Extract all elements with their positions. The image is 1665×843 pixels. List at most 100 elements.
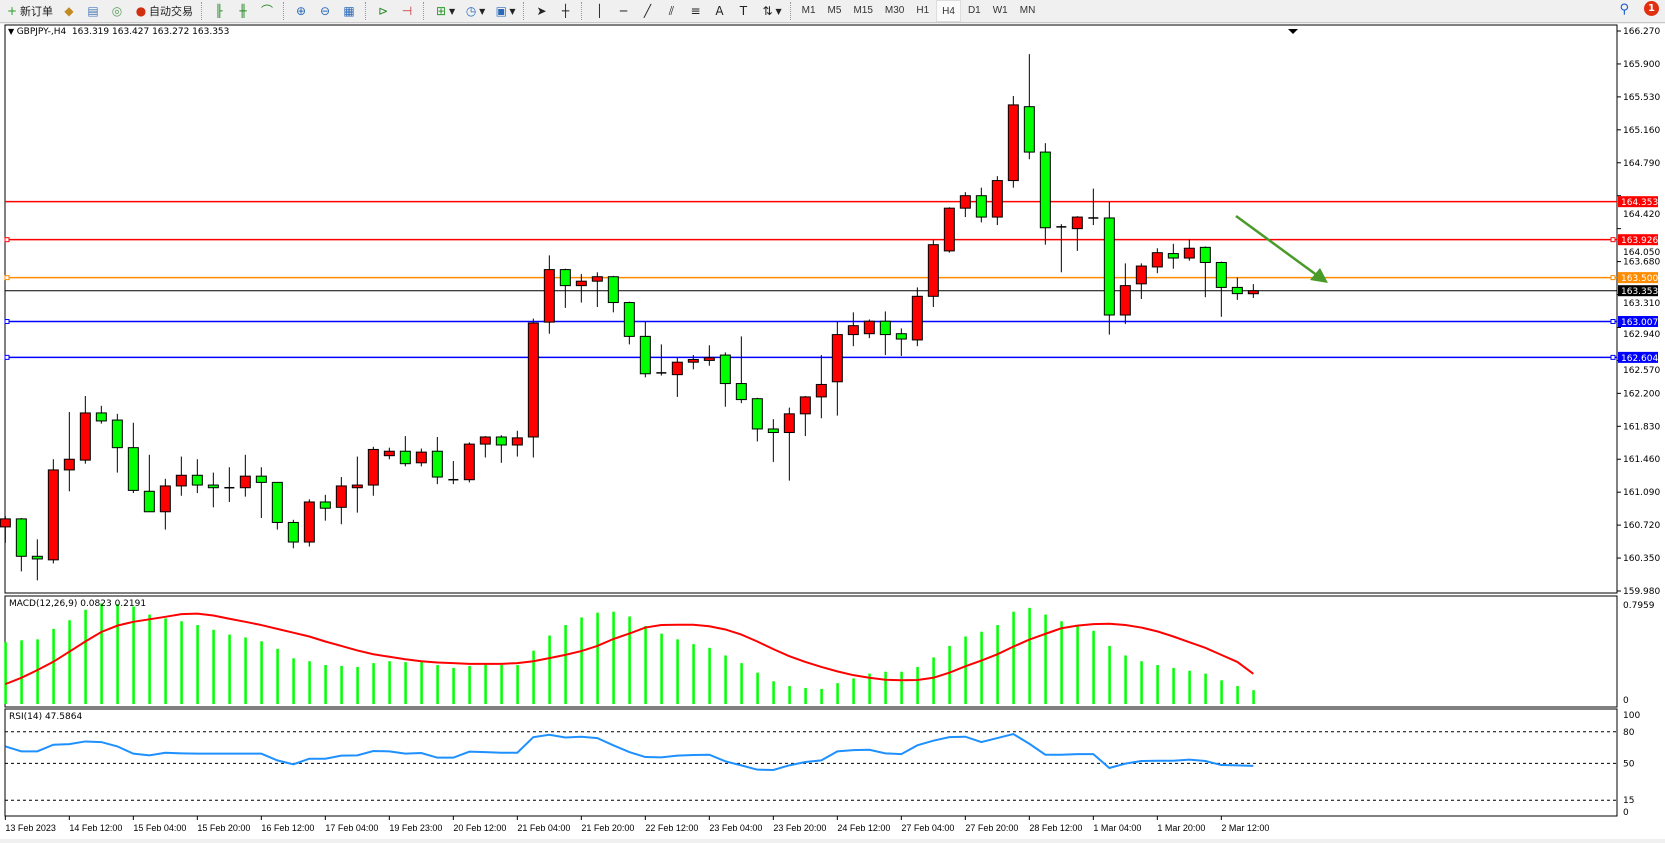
candle-bullish [591, 276, 603, 282]
candle-bullish [703, 357, 715, 361]
candle-bullish [239, 475, 251, 489]
level-price-label: 163.500 [1621, 274, 1658, 284]
timeframe-w1[interactable]: W1 [992, 4, 1008, 16]
level-handle-left [4, 237, 10, 243]
timeframe-mn[interactable]: MN [1019, 4, 1036, 16]
macd-histogram-bar [260, 641, 263, 704]
macd-histogram-bar [420, 661, 423, 704]
templates-button[interactable]: ▣ ▼ [490, 1, 518, 21]
signal-icon: ◎ [111, 4, 123, 18]
macd-histogram-bar [1252, 690, 1255, 704]
chart-shift-button[interactable]: ⊣ [396, 1, 418, 21]
new-order-button[interactable]: + 新订单 [1, 1, 56, 21]
level-price-label: 164.353 [1621, 198, 1658, 208]
cursor-button[interactable]: ➤ [530, 1, 552, 21]
metaeditor-button[interactable]: ◆ [58, 1, 80, 21]
candle-bearish [879, 320, 891, 336]
candle-bullish [863, 320, 875, 335]
candle-bullish [687, 359, 699, 363]
timeframe-d1[interactable]: D1 [967, 4, 981, 16]
price-tick-label: 161.460 [1623, 455, 1660, 465]
toolbar-separator [789, 2, 792, 20]
macd-histogram-bar [308, 661, 311, 704]
candle-bearish [1199, 246, 1211, 263]
time-label: 1 Mar 04:00 [1093, 823, 1141, 833]
macd-histogram-bar [4, 642, 7, 704]
time-label: 16 Feb 12:00 [261, 823, 314, 833]
text-button[interactable]: A [708, 1, 730, 21]
vertical-line-button[interactable]: │ [588, 1, 610, 21]
candle-bullish [335, 485, 347, 508]
candle-bullish [831, 334, 843, 383]
auto-trading-button[interactable]: ● 自动交易 [130, 1, 196, 21]
macd-histogram-bar [404, 662, 407, 704]
timeframe-m15[interactable]: M15 [853, 4, 873, 16]
search-icon[interactable]: ⚲ [1619, 2, 1629, 17]
timeframe-h1[interactable]: H1 [916, 4, 930, 16]
candlestick-button[interactable]: ╫ [232, 1, 254, 21]
candle-bullish [511, 437, 523, 446]
macd-histogram-bar [148, 614, 151, 704]
macd-histogram-bar [36, 639, 39, 704]
macd-histogram-bar [852, 678, 855, 704]
candle-bearish [735, 383, 747, 401]
periods-button[interactable]: ◷ ▼ [460, 1, 488, 21]
notification-badge[interactable]: 1 [1644, 1, 1659, 16]
toolbar-separator [523, 2, 525, 20]
macd-histogram-bar [948, 645, 951, 704]
trend-arrow-head-icon [1310, 268, 1328, 283]
macd-histogram-bar [340, 665, 343, 704]
macd-histogram-bar [1028, 607, 1031, 704]
candle-bullish [1119, 285, 1131, 316]
macd-histogram-bar [708, 647, 711, 704]
level-handle-right [1610, 275, 1616, 281]
macd-histogram-bar [964, 636, 967, 704]
candle-bullish [959, 195, 971, 209]
time-label: 23 Feb 20:00 [773, 823, 826, 833]
macd-histogram-bar [52, 628, 55, 704]
rsi-axis-label: 0 [1623, 808, 1629, 818]
timeframe-h4[interactable]: H4 [936, 0, 961, 22]
macd-histogram-bar [276, 648, 279, 704]
zoom-out-button[interactable]: ⊖ [314, 1, 336, 21]
indicators-button[interactable]: ⊞ ▼ [430, 1, 458, 21]
horizontal-line-button[interactable]: ─ [612, 1, 634, 21]
macd-histogram-bar [564, 625, 567, 704]
timeframe-bar: M1 M5 M15 M30 H1 H4 D1 W1 MN [796, 0, 1042, 22]
navigator-icon: ▤ [87, 4, 99, 18]
fibonacci-button[interactable]: ≡ [684, 1, 706, 21]
navigator-button[interactable]: ▤ [82, 1, 104, 21]
timeframe-m1[interactable]: M1 [801, 4, 816, 16]
candle-bearish [271, 481, 283, 523]
price-tick-label: 163.310 [1623, 299, 1660, 309]
zoom-in-button[interactable]: ⊕ [290, 1, 312, 21]
text-label-button[interactable]: T [732, 1, 754, 21]
auto-scroll-button[interactable]: ⊳ [372, 1, 394, 21]
signal-button[interactable]: ◎ [106, 1, 128, 21]
chart-window[interactable]: 166.270 165.900 165.530 165.160 164.790 164.4… [0, 24, 1665, 839]
candle-bearish [207, 484, 219, 489]
new-order-icon: + [6, 4, 18, 18]
price-tick-label: 163.680 [1623, 258, 1660, 268]
tile-windows-button[interactable]: ▦ [338, 1, 360, 21]
bar-chart-button[interactable]: ╟ [208, 1, 230, 21]
chart-canvas[interactable]: 166.270 165.900 165.530 165.160 164.790 164.4… [0, 24, 1665, 839]
macd-histogram-bar [868, 673, 871, 704]
line-chart-button[interactable]: ⌒ [256, 1, 278, 21]
candle-bullish [63, 458, 75, 471]
arrows-button[interactable]: ⇅ ▼ [756, 1, 784, 21]
macd-histogram-bar [116, 604, 119, 704]
time-label: 2 Mar 12:00 [1221, 823, 1269, 833]
timeframe-m5[interactable]: M5 [827, 4, 842, 16]
candle-bearish [1167, 253, 1179, 259]
trendline-button[interactable]: ╱ [636, 1, 658, 21]
timeframe-m30[interactable]: M30 [884, 4, 905, 16]
crosshair-button[interactable]: ┼ [554, 1, 576, 21]
price-tick-label: 162.570 [1623, 366, 1660, 376]
level-price-label: 162.604 [1621, 354, 1658, 364]
equidistant-channel-button[interactable]: ⫽ [660, 1, 682, 21]
macd-axis-max: 0.7959 [1623, 601, 1655, 611]
zoom-out-icon: ⊖ [319, 4, 331, 18]
macd-histogram-bar [724, 655, 727, 704]
macd-histogram-bar [484, 664, 487, 704]
